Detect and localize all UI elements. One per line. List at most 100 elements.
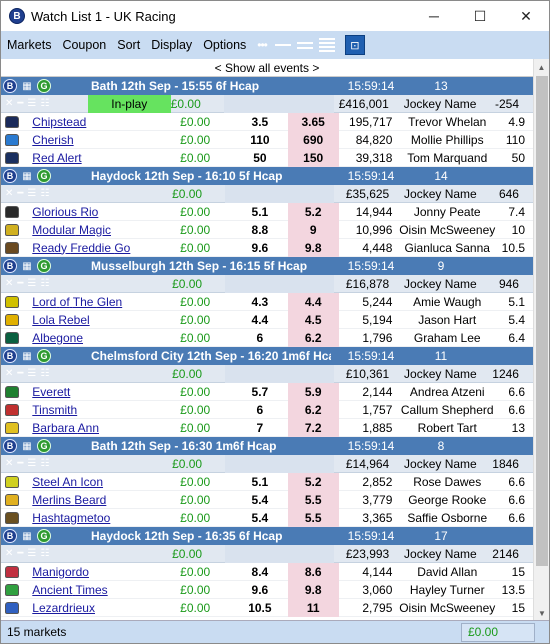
runner-name-part[interactable]: Lezardrieux: [32, 600, 95, 615]
ladder-icon[interactable]: ▦: [22, 170, 32, 182]
lay-price[interactable]: 6.2: [287, 400, 339, 419]
menu-coupon[interactable]: Coupon: [62, 38, 107, 52]
runner-name[interactable]: Barbara Ann: [32, 421, 180, 435]
runner-name[interactable]: Lord of The Glen: [32, 295, 180, 309]
runner-name-part[interactable]: Beard: [74, 492, 107, 507]
double-line-icon[interactable]: ☰: [27, 458, 37, 469]
lay-price[interactable]: 11: [287, 598, 339, 617]
lay-price[interactable]: 3.65: [287, 112, 339, 131]
runner-name[interactable]: Lezardrieux: [32, 601, 180, 615]
ladder-icon[interactable]: ▦: [22, 530, 32, 542]
race-header[interactable]: B ▦ G Haydock 12th Sep - 16:10 5f Hcap 1…: [1, 167, 533, 185]
lay-price[interactable]: 4.4: [287, 292, 339, 311]
vertical-scrollbar[interactable]: ▲ ▼: [533, 59, 549, 621]
runner-name[interactable]: Cherish: [32, 133, 180, 147]
menu-markets[interactable]: Markets: [7, 38, 52, 52]
runner-name-part[interactable]: Freddie: [70, 240, 111, 255]
double-line-icon[interactable]: ☰: [27, 98, 37, 109]
lay-price[interactable]: 7.2: [287, 418, 339, 437]
runner-name-part[interactable]: Go: [114, 240, 131, 255]
list-icon[interactable]: ☷: [40, 548, 50, 559]
lay-price[interactable]: 9: [287, 220, 339, 239]
scroll-up-icon[interactable]: ▲: [537, 62, 546, 72]
runner-name-part[interactable]: Times: [75, 582, 108, 597]
list-icon[interactable]: ☷: [40, 188, 50, 199]
close-button[interactable]: ✕: [520, 7, 532, 24]
runner-name-part[interactable]: Ann: [77, 420, 100, 435]
ladder-icon[interactable]: ▦: [22, 350, 32, 362]
betfair-b-icon[interactable]: B: [3, 529, 17, 543]
green-up-icon[interactable]: G: [37, 79, 51, 93]
lay-price[interactable]: 150: [287, 148, 339, 167]
green-up-icon[interactable]: G: [37, 169, 51, 183]
cross-icon[interactable]: ✕: [5, 458, 14, 469]
lay-price[interactable]: 5.9: [287, 382, 339, 401]
list-icon[interactable]: ☷: [40, 98, 50, 109]
back-price[interactable]: 8.8: [232, 222, 288, 237]
runner-name-part[interactable]: Steel: [32, 474, 60, 489]
back-price[interactable]: 10.5: [232, 600, 288, 615]
race-header[interactable]: B ▦ G Musselburgh 12th Sep - 16:15 5f Hc…: [1, 257, 533, 275]
runner-name-part[interactable]: Rebel: [58, 312, 90, 327]
back-price[interactable]: 4.4: [232, 312, 288, 327]
maximize-button[interactable]: ☐: [473, 7, 487, 24]
single-line-icon[interactable]: ━: [17, 188, 24, 199]
runner-name-part[interactable]: Ready: [32, 240, 67, 255]
runner-name[interactable]: Manigordo: [32, 565, 180, 579]
runner-name[interactable]: Red Alert: [32, 151, 180, 165]
single-line-icon[interactable]: ━: [17, 368, 24, 379]
runner-name-part[interactable]: Hashtagmetoo: [32, 510, 111, 525]
menu-display[interactable]: Display: [151, 38, 193, 52]
betfair-b-icon[interactable]: B: [3, 259, 17, 273]
back-price[interactable]: 50: [232, 150, 288, 165]
runner-name[interactable]: Steel An Icon: [32, 475, 180, 489]
lay-price[interactable]: 6.2: [287, 328, 339, 347]
back-price[interactable]: 5.7: [232, 384, 288, 399]
lay-price[interactable]: 9.8: [287, 580, 339, 599]
runner-name[interactable]: Lola Rebel: [32, 313, 180, 327]
scroll-thumb[interactable]: [536, 76, 548, 566]
double-line-icon[interactable]: ☰: [27, 278, 37, 289]
runner-name-part[interactable]: Magic: [78, 222, 111, 237]
back-price[interactable]: 9.6: [232, 582, 288, 597]
betfair-b-icon[interactable]: B: [3, 439, 17, 453]
runner-name[interactable]: Everett: [32, 385, 180, 399]
green-up-icon[interactable]: G: [37, 439, 51, 453]
runner-name-part[interactable]: Icon: [80, 474, 104, 489]
single-line-icon[interactable]: [274, 38, 291, 52]
double-line-icon[interactable]: [296, 38, 313, 52]
ladder-icon[interactable]: ▦: [22, 440, 32, 452]
double-line-icon[interactable]: ☰: [27, 188, 37, 199]
lay-price[interactable]: 9.8: [287, 238, 339, 257]
back-price[interactable]: 5.4: [232, 492, 288, 507]
runner-name-part[interactable]: Rio: [80, 204, 99, 219]
runner-name[interactable]: Ready Freddie Go: [32, 241, 180, 255]
betfair-b-icon[interactable]: B: [3, 79, 17, 93]
runner-name[interactable]: Merlins Beard: [32, 493, 180, 507]
runner-name-part[interactable]: Glen: [96, 294, 123, 309]
runner-name-part[interactable]: Lola: [32, 312, 55, 327]
list-icon[interactable]: ☷: [40, 368, 50, 379]
lay-price[interactable]: 690: [287, 130, 339, 149]
runner-name-part[interactable]: Barbara: [32, 420, 75, 435]
cross-icon[interactable]: ✕: [5, 188, 14, 199]
lay-price[interactable]: 4.5: [287, 310, 339, 329]
runner-name-part[interactable]: of: [59, 294, 70, 309]
runner-name[interactable]: Chipstead: [32, 115, 180, 129]
list-icon[interactable]: [318, 38, 335, 52]
minimize-button[interactable]: ─: [429, 8, 439, 24]
back-price[interactable]: 6: [232, 402, 288, 417]
dots-icon[interactable]: •••: [257, 38, 268, 52]
ladder-icon[interactable]: ▦: [22, 260, 32, 272]
list-icon[interactable]: ☷: [40, 278, 50, 289]
runner-name-part[interactable]: Alert: [56, 150, 82, 165]
runner-name-part[interactable]: Cherish: [32, 132, 74, 147]
cross-icon[interactable]: ✕: [5, 278, 14, 289]
race-header[interactable]: B ▦ G Bath 12th Sep - 16:30 1m6f Hcap 15…: [1, 437, 533, 455]
green-up-icon[interactable]: G: [37, 259, 51, 273]
single-line-icon[interactable]: ━: [17, 98, 24, 109]
back-price[interactable]: 5.1: [232, 204, 288, 219]
back-price[interactable]: 9.6: [232, 240, 288, 255]
menu-options[interactable]: Options: [203, 38, 247, 52]
race-header[interactable]: B ▦ G Bath 12th Sep - 15:55 6f Hcap 15:5…: [1, 77, 533, 95]
